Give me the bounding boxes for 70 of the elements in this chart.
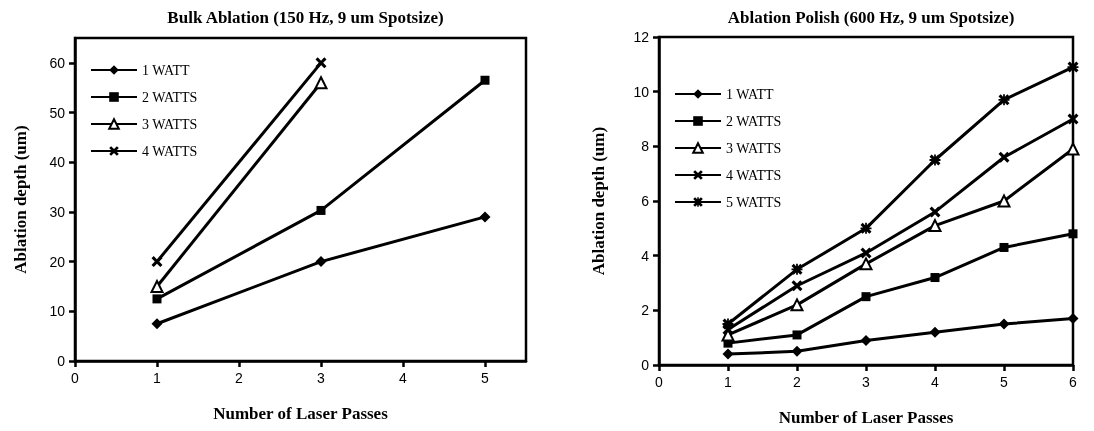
legend-label: 2 WATTS (142, 89, 198, 105)
point (860, 247, 872, 259)
point (928, 219, 942, 233)
point (860, 334, 872, 346)
chart-title: Ablation Polish (600 Hz, 9 um Spotsize) (727, 8, 1015, 27)
point (1068, 229, 1078, 239)
legend-label: 2 WATTS (726, 113, 782, 129)
y-tick-label: 0 (57, 353, 66, 369)
point (998, 318, 1010, 330)
x-tick-label: 4 (931, 374, 940, 390)
point (999, 242, 1009, 252)
y-tick-label: 40 (49, 154, 66, 171)
point (1066, 142, 1080, 156)
point (930, 273, 940, 283)
legend-label: 1 WATT (726, 86, 775, 102)
legend-label: 4 WATTS (142, 143, 198, 159)
x-tick-label: 2 (793, 374, 802, 390)
x-tick-label: 0 (655, 374, 664, 390)
y-tick-label: 12 (633, 29, 650, 45)
point (792, 330, 802, 340)
point (929, 326, 941, 338)
legend-label: 3 WATTS (726, 140, 782, 156)
y-axis-title: Ablation depth (um) (11, 125, 30, 274)
y-tick-label: 2 (641, 302, 650, 319)
point (479, 211, 491, 223)
y-tick-label: 20 (49, 253, 66, 270)
x-axis-title: Number of Laser Passes (778, 408, 954, 427)
point (315, 57, 327, 69)
y-tick-label: 10 (49, 303, 66, 320)
y-tick-label: 8 (641, 138, 650, 155)
point (861, 292, 871, 302)
point (997, 194, 1011, 208)
x-tick-label: 0 (71, 370, 80, 386)
x-tick-label: 3 (862, 374, 871, 390)
point (1067, 113, 1079, 125)
point (791, 280, 803, 292)
x-tick-label: 2 (235, 370, 244, 386)
point (998, 151, 1010, 163)
point (859, 257, 873, 271)
y-tick-label: 6 (641, 193, 650, 209)
point (722, 348, 734, 360)
point (480, 75, 490, 85)
x-tick-label: 6 (1069, 374, 1078, 390)
y-tick-label: 60 (49, 54, 66, 71)
x-tick-label: 5 (481, 370, 490, 386)
x-tick-label: 1 (724, 374, 733, 390)
y-tick-label: 50 (49, 104, 66, 121)
y-tick-label: 30 (49, 203, 66, 220)
legend-label: 5 WATTS (726, 194, 782, 210)
chart-title: Bulk Ablation (150 Hz, 9 um Spotsize) (167, 8, 444, 27)
point (151, 318, 163, 330)
x-tick-label: 3 (317, 370, 326, 386)
point (315, 256, 327, 268)
legend-label: 1 WATT (142, 62, 191, 78)
point (316, 205, 326, 215)
y-tick-label: 0 (641, 357, 650, 373)
y-tick-label: 10 (633, 83, 650, 100)
point (790, 298, 804, 312)
point (791, 345, 803, 357)
y-tick-label: 4 (641, 247, 650, 264)
point (151, 256, 163, 268)
legend-label: 3 WATTS (142, 116, 198, 132)
x-tick-label: 1 (153, 370, 162, 386)
x-tick-label: 4 (399, 370, 408, 386)
x-axis-title: Number of Laser Passes (213, 404, 389, 423)
point (929, 206, 941, 218)
point (152, 294, 162, 304)
y-axis-title: Ablation depth (um) (589, 126, 608, 276)
legend-label: 4 WATTS (726, 167, 782, 183)
x-tick-label: 5 (1000, 374, 1009, 390)
